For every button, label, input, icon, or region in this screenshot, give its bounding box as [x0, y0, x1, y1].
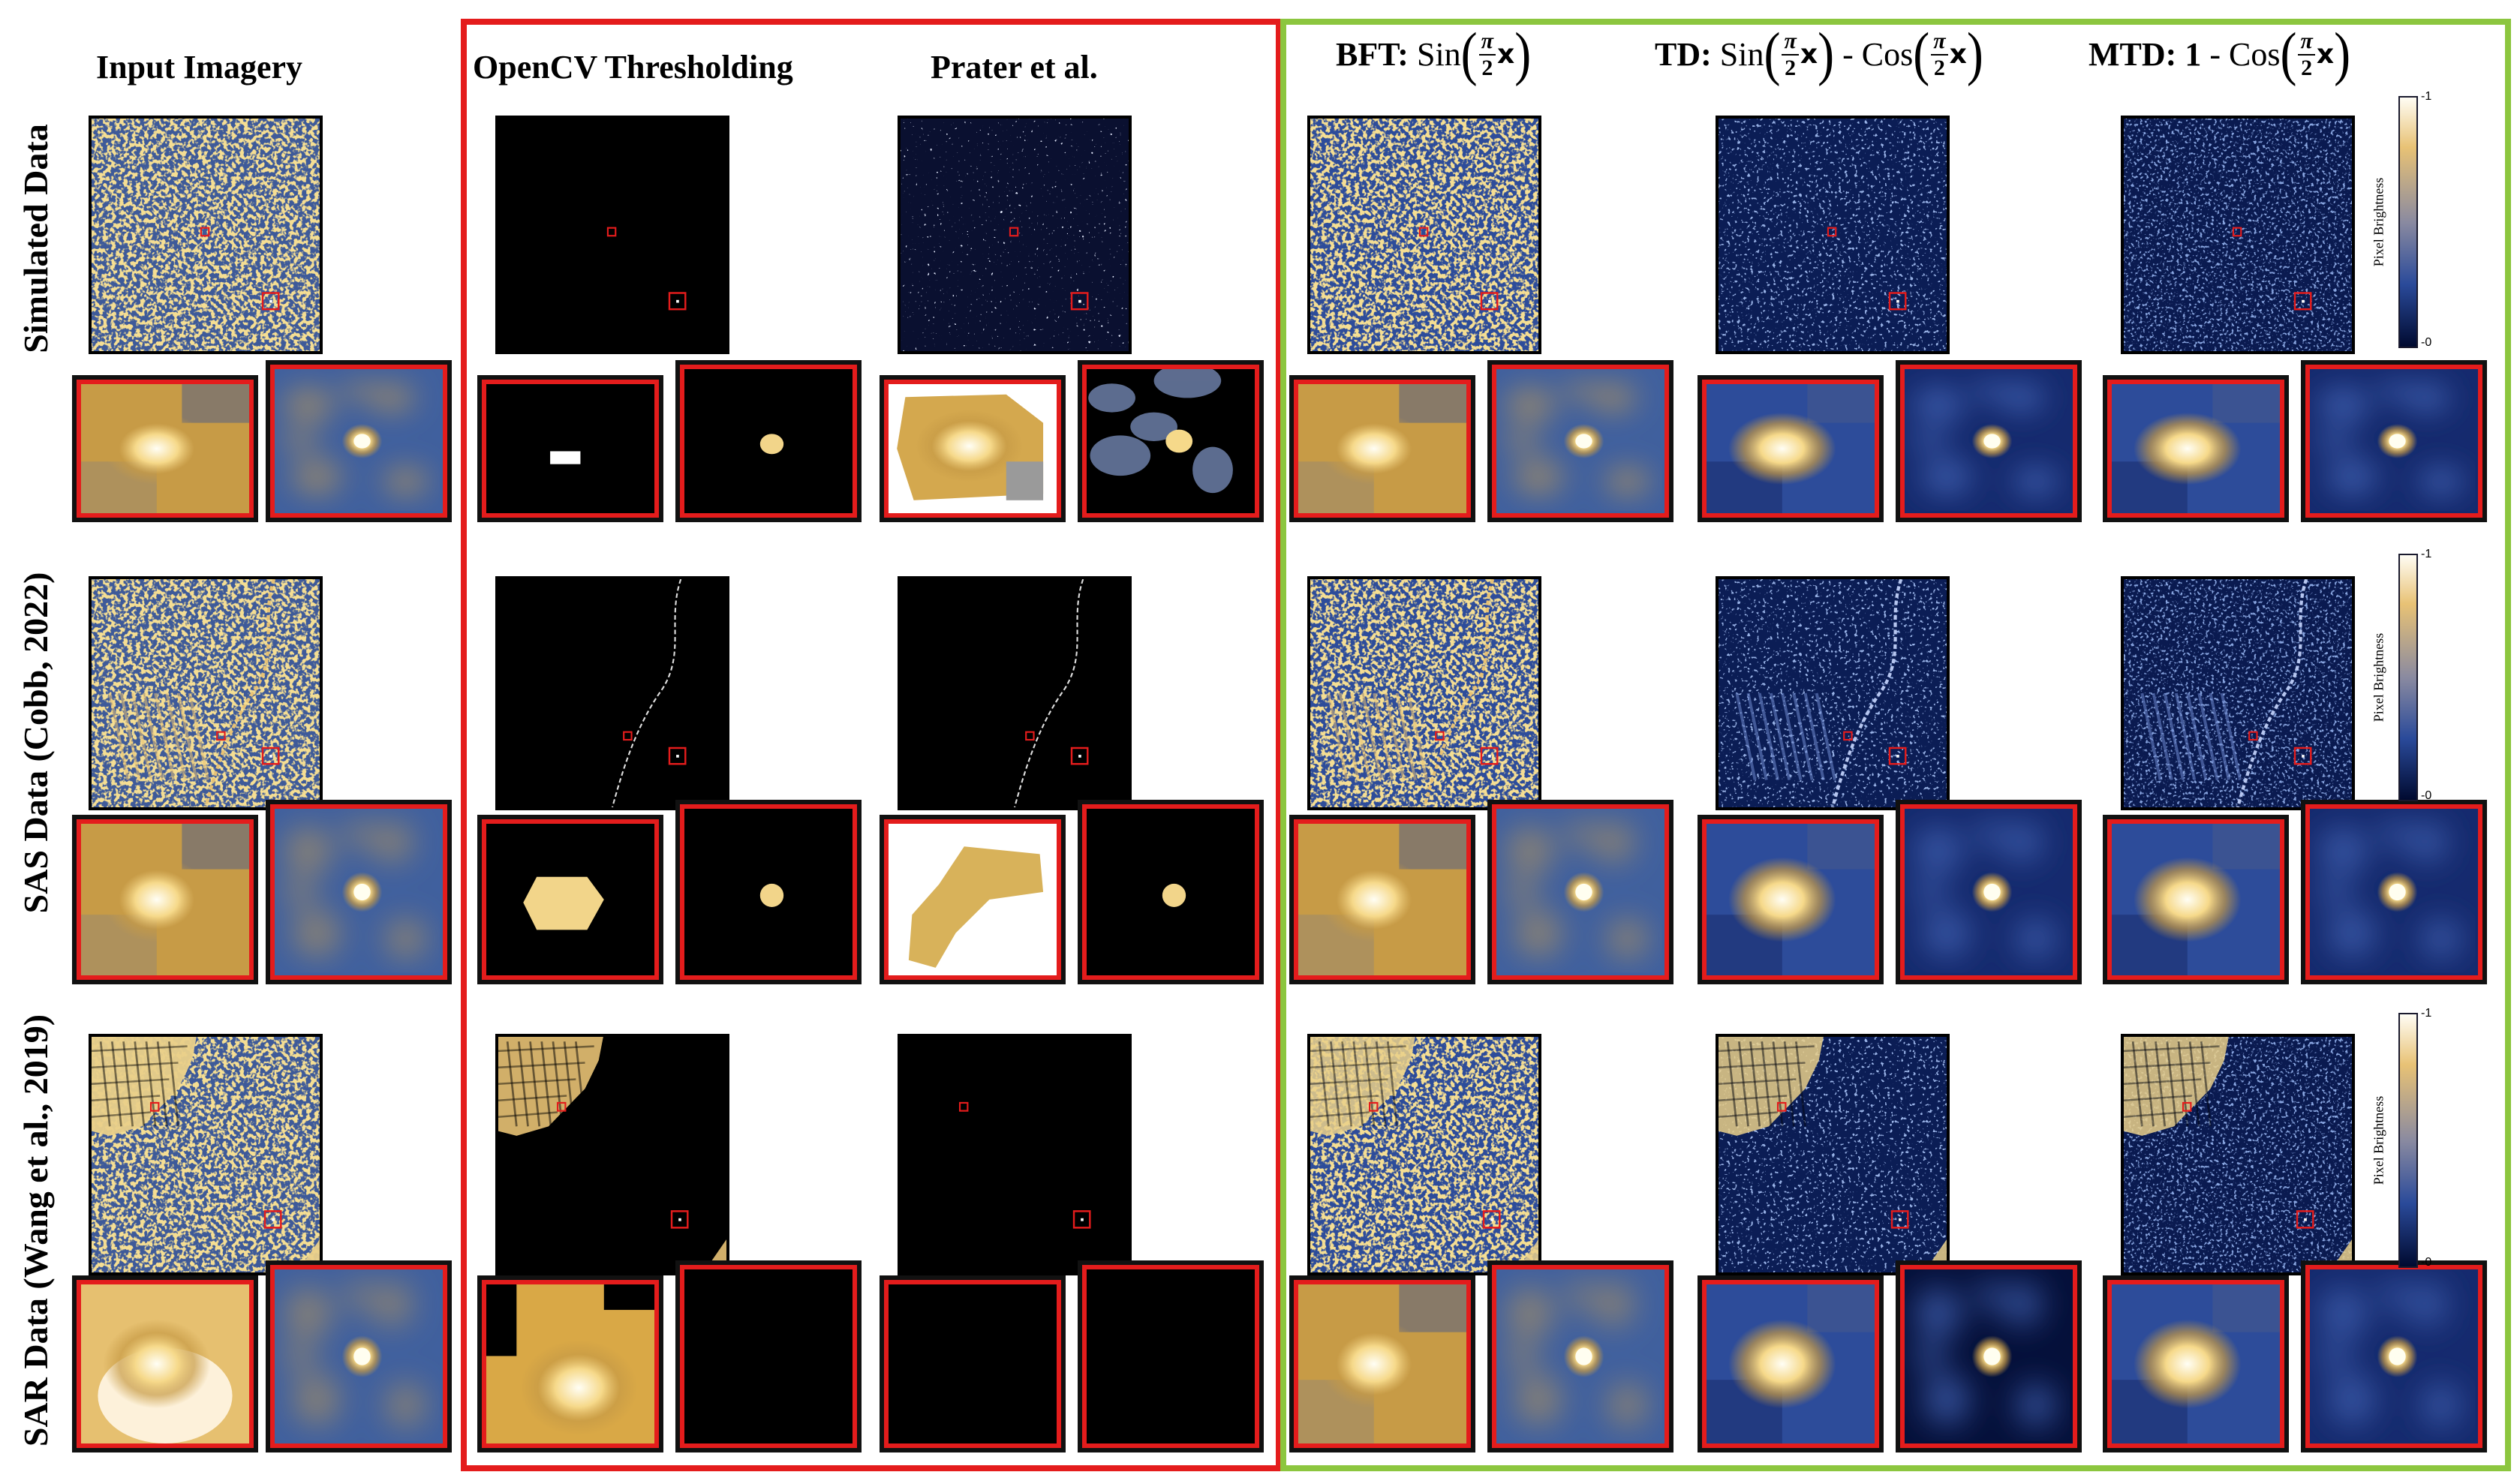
header-mtd: MTD: 1 - Cos(π 2 x)	[2088, 21, 2351, 88]
zoom-right-sim-td	[1896, 360, 2082, 522]
zoom-left-sas-input	[72, 815, 258, 984]
panel-sim-opencv	[495, 116, 729, 354]
header-td-fn2: Cos	[1861, 36, 1914, 73]
zoom-right-sim-mtd	[2301, 360, 2487, 522]
zoom-right-sar-opencv	[675, 1260, 862, 1452]
colorbar-row1-label: Pixel Brightness	[2371, 177, 2386, 267]
header-input-imagery: Input Imagery	[96, 49, 303, 86]
zoom-right-sar-bft	[1487, 1260, 1673, 1452]
header-bft-fn: Sin	[1416, 36, 1461, 73]
panel-sas-input	[89, 576, 323, 810]
header-td: TD: Sin(π 2 x) - Cos(π 2 x)	[1655, 21, 1983, 88]
row-label-sas: SAS Data (Cobb, 2022)	[17, 572, 55, 914]
proposed-group-box-green	[1280, 19, 2511, 1471]
header-td-label: TD:	[1655, 36, 1712, 73]
frac-den: 2	[2301, 56, 2313, 80]
frac-num: π	[2298, 30, 2315, 56]
colorbar-row3-label: Pixel Brightness	[2371, 1095, 2386, 1185]
header-td-op: -	[1842, 36, 1854, 73]
panel-sas-opencv	[495, 576, 729, 810]
zoom-left-sim-td	[1698, 375, 1884, 522]
zoom-right-sar-prater	[1078, 1260, 1264, 1452]
zoom-left-sim-opencv	[477, 375, 663, 522]
zoom-left-sar-mtd	[2103, 1275, 2289, 1452]
panel-sim-td	[1716, 116, 1950, 354]
zoom-right-sim-input	[266, 360, 452, 522]
header-opencv-thresholding: OpenCV Thresholding	[473, 49, 793, 86]
zoom-right-sim-bft	[1487, 360, 1673, 522]
zoom-right-sas-opencv	[675, 800, 862, 984]
panel-sim-mtd	[2121, 116, 2355, 354]
var-x: x	[1949, 39, 1967, 70]
zoom-left-sim-prater	[880, 375, 1066, 522]
row-label-simulated: Simulated Data	[17, 124, 55, 353]
zoom-left-sar-td	[1698, 1275, 1884, 1452]
zoom-right-sas-input	[266, 800, 452, 984]
colorbar-row3-min: -0	[2421, 1256, 2432, 1269]
header-bft-label: BFT:	[1336, 36, 1409, 73]
colorbar-row1	[2398, 96, 2418, 348]
zoom-left-sim-bft	[1289, 375, 1475, 522]
frac-den: 2	[1481, 56, 1493, 80]
zoom-right-sar-mtd	[2301, 1260, 2487, 1452]
panel-sim-prater	[898, 116, 1132, 354]
header-mtd-fn: Cos	[2228, 36, 2281, 73]
zoom-right-sim-prater	[1078, 360, 1264, 522]
header-mtd-one: 1	[2185, 36, 2202, 73]
colorbar-row3	[2398, 1013, 2418, 1268]
zoom-left-sar-opencv	[477, 1275, 663, 1452]
zoom-left-sas-mtd	[2103, 815, 2289, 984]
panel-sar-mtd	[2121, 1034, 2355, 1275]
panel-sar-td	[1716, 1034, 1950, 1275]
zoom-left-sar-prater	[880, 1275, 1066, 1452]
colorbar-row2-max: -1	[2421, 548, 2432, 560]
panel-sas-td	[1716, 576, 1950, 810]
panel-sar-bft	[1307, 1034, 1541, 1275]
frac-den: 2	[1933, 56, 1945, 80]
header-bft: BFT: Sin(π 2 x)	[1336, 21, 1532, 88]
panel-sim-bft	[1307, 116, 1541, 354]
var-x: x	[1497, 39, 1515, 70]
panel-sas-mtd	[2121, 576, 2355, 810]
zoom-left-sas-prater	[880, 815, 1066, 984]
colorbar-row2-min: -0	[2421, 789, 2432, 802]
panel-sar-prater	[898, 1034, 1132, 1275]
panel-sar-opencv	[495, 1034, 729, 1275]
frac-den: 2	[1785, 56, 1797, 80]
header-mtd-label: MTD:	[2088, 36, 2177, 73]
var-x: x	[1800, 39, 1818, 70]
zoom-right-sar-input	[266, 1260, 452, 1452]
zoom-right-sim-opencv	[675, 360, 862, 522]
frac-num: π	[1782, 30, 1799, 56]
colorbar-row2-label: Pixel Brightness	[2371, 632, 2386, 722]
zoom-right-sar-td	[1896, 1260, 2082, 1452]
panel-sar-input	[89, 1034, 323, 1275]
zoom-right-sas-mtd	[2301, 800, 2487, 984]
frac-num: π	[1478, 30, 1496, 56]
var-x: x	[2316, 39, 2335, 70]
zoom-right-sas-td	[1896, 800, 2082, 984]
zoom-right-sas-bft	[1487, 800, 1673, 984]
zoom-left-sar-bft	[1289, 1275, 1475, 1452]
zoom-left-sas-td	[1698, 815, 1884, 984]
colorbar-row3-max: -1	[2421, 1007, 2432, 1020]
zoom-left-sim-input	[72, 375, 258, 522]
header-td-fn1: Sin	[1719, 36, 1764, 73]
zoom-left-sas-bft	[1289, 815, 1475, 984]
zoom-right-sas-prater	[1078, 800, 1264, 984]
header-mtd-op: -	[2209, 36, 2221, 73]
zoom-left-sas-opencv	[477, 815, 663, 984]
colorbar-row1-max: -1	[2421, 90, 2432, 103]
panel-sim-input	[89, 116, 323, 354]
comparison-group-box-red	[461, 19, 1282, 1471]
header-prater: Prater et al.	[931, 49, 1098, 86]
colorbar-row1-min: -0	[2421, 336, 2432, 349]
zoom-left-sim-mtd	[2103, 375, 2289, 522]
colorbar-row2	[2398, 554, 2418, 801]
frac-num: π	[1931, 30, 1948, 56]
row-label-sar: SAR Data (Wang et al., 2019)	[17, 1014, 55, 1447]
zoom-left-sar-input	[72, 1275, 258, 1452]
panel-sas-prater	[898, 576, 1132, 810]
panel-sas-bft	[1307, 576, 1541, 810]
